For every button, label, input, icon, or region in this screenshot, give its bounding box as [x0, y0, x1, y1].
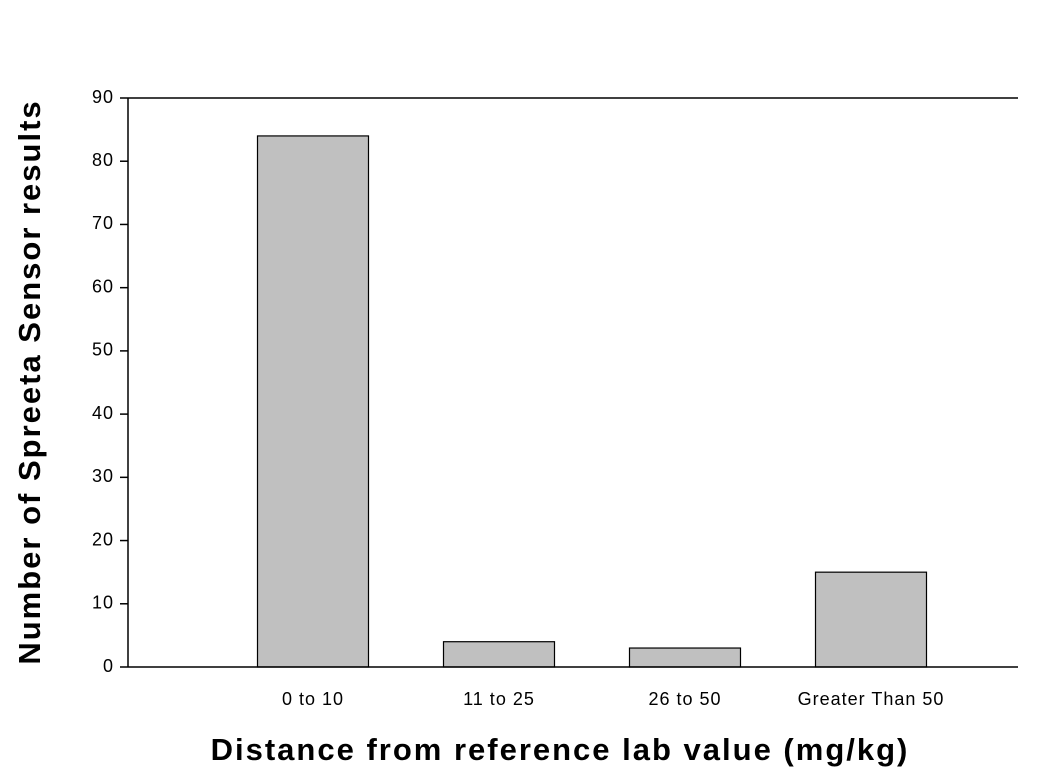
- bar: [628, 647, 742, 668]
- x-axis-title: Distance from reference lab value (mg/kg…: [211, 732, 910, 767]
- y-tick-label: 80: [92, 150, 114, 170]
- y-tick-label: 30: [92, 466, 114, 486]
- bar: [442, 641, 556, 668]
- x-tick-label: 11 to 25: [463, 689, 535, 709]
- y-tick-label: 10: [92, 593, 114, 613]
- y-tick-label: 40: [92, 403, 114, 423]
- y-tick-label: 20: [92, 529, 114, 549]
- y-axis-title: Number of Spreeta Sensor results: [12, 99, 47, 664]
- y-tick-label: 50: [92, 340, 114, 360]
- bar: [814, 571, 928, 668]
- y-tick-label: 90: [92, 87, 114, 107]
- y-tick-label: 70: [92, 213, 114, 233]
- x-tick-label: Greater Than 50: [798, 689, 945, 709]
- bar: [256, 135, 370, 668]
- y-tick-label: 0: [103, 656, 114, 676]
- y-tick-label: 60: [92, 276, 114, 296]
- x-tick-label: 0 to 10: [282, 689, 344, 709]
- x-tick-label: 26 to 50: [648, 689, 721, 709]
